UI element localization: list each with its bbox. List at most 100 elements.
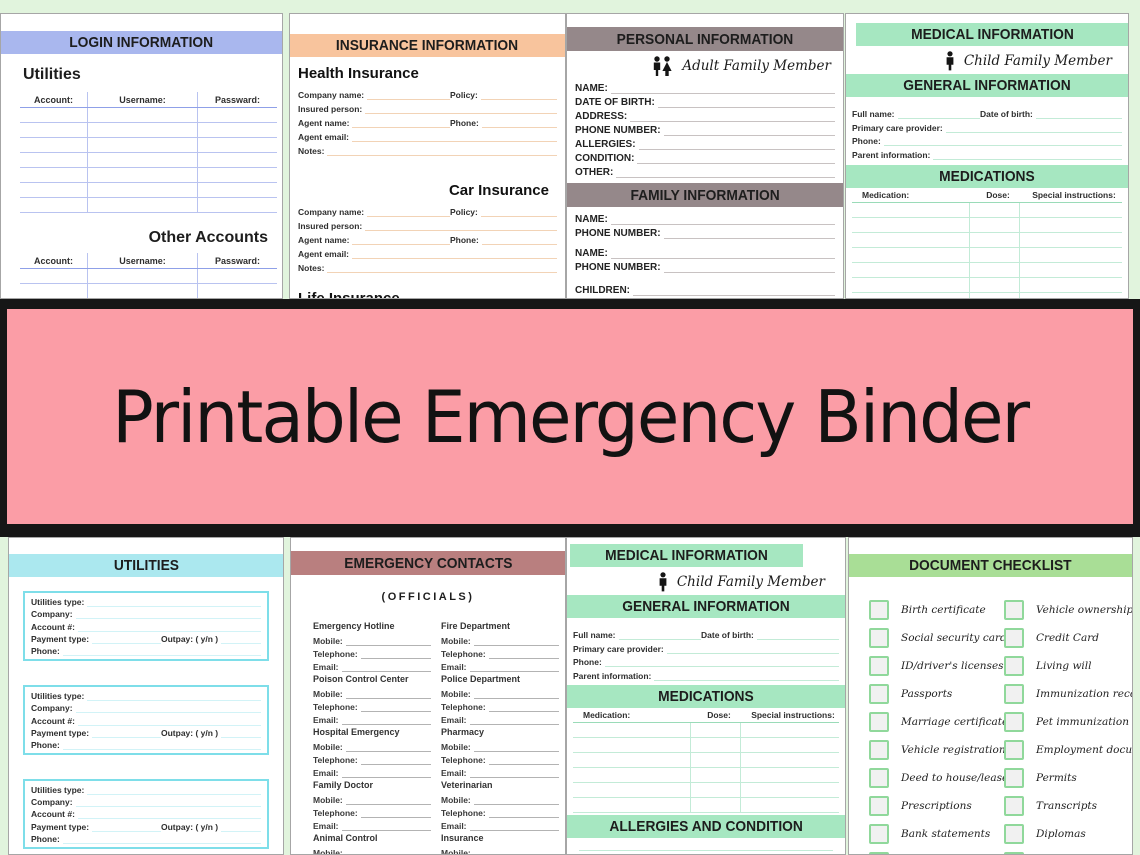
name-label: NAME: [575,83,608,94]
checklist-item-label: Employment documents [1036,744,1133,756]
table-row [20,183,277,198]
field-row: OTHER: [575,164,835,178]
table-header-row: Account: Username: Passward: [20,92,277,108]
special-instructions-column-header: Special instructions: [751,709,835,720]
field-row: Full name: Date of birth: [852,105,1122,119]
checklist-header-band: DOCUMENT CHECKLIST [849,554,1132,577]
checklist-item: Permits [1004,764,1132,792]
checkbox [869,684,889,704]
checkbox [869,712,889,732]
field-row: PHONE NUMBER: [575,122,835,136]
contacts-grid: Emergency Hotline Mobile: Telephone: Ema… [313,621,565,855]
checklist-item-label: Credit Card [1036,632,1099,644]
payment-type-label: Payment type: [31,821,90,832]
company-name-label: Company name: [298,90,365,100]
checklist-item-label: Marriage certificate [901,716,1009,728]
checkbox [869,740,889,760]
primary-care-provider-label: Primary care provider: [852,122,943,133]
contact-block: Pharmacy Mobile: Telephone: Email: [441,727,565,779]
dose-column-header: Dose: [707,709,731,720]
checklist-item [869,848,1004,854]
username-column-header: Username: [88,92,198,107]
checkbox [1004,684,1024,704]
checklist-item: Transcripts [1004,792,1132,820]
checklist-item: Social security cards [869,624,1012,652]
telephone-label: Telephone: [313,755,358,765]
field-row: Parent information: [852,146,1122,160]
field-row: Primary care provider: [573,640,839,654]
checklist-title: DOCUMENT CHECKLIST [909,557,1072,574]
field-row: Agent name: Phone: [298,114,557,128]
checklist-item-label: Birth certificate [901,604,986,616]
contact-name: Veterinarian [441,780,493,790]
phone-number-label: PHONE NUMBER: [575,262,661,273]
checkbox [1004,712,1024,732]
field-row: Phone: [31,832,261,844]
checklist-item-label: Deed to house/lease [901,772,1009,784]
general-information-title: GENERAL INFORMATION [622,598,790,615]
medical-information-page-top: MEDICAL INFORMATION Child Family Member … [845,13,1129,299]
field-row: Full name: Date of birth: [573,626,839,640]
contact-block: Hospital Emergency Mobile: Telephone: Em… [313,727,439,779]
company-name-label: Company name: [298,207,365,217]
field-row: Notes: [298,142,557,156]
other-accounts-section-heading: Other Accounts [148,229,268,246]
emergency-contacts-page: EMERGENCY CONTACTS (OFFICIALS) Emergency… [290,537,566,855]
mobile-label: Mobile: [441,848,471,855]
email-label: Email: [441,715,467,725]
login-other-accounts-table: Account: Username: Passward: [20,253,277,298]
username-column-header: Username: [88,253,198,268]
adult-couple-icon [654,56,672,76]
phone-label: Phone: [31,739,60,750]
account-number-label: Account #: [31,621,75,632]
checklist-item-label: Diplomas [1036,828,1086,840]
utilities-type-label: Utilities type: [31,785,85,796]
login-utilities-table: Account: Username: Passward: [20,92,277,213]
personal-title: PERSONAL INFORMATION [616,30,794,48]
account-column-header: Account: [20,92,88,107]
checklist-item: Deed to house/lease [869,764,1008,792]
child-icon [946,51,954,71]
field-row: Utilities type: [31,595,261,608]
contact-name: Hospital Emergency [313,727,400,737]
table-row [852,277,1122,293]
phone-label: Phone: [450,118,479,128]
checkbox [1004,768,1024,788]
full-name-label: Full name: [573,630,616,640]
checklist-item [1004,848,1132,854]
field-row: Phone: [31,738,261,750]
utilities-header-band: UTILITIES [9,554,283,577]
checkbox [1004,628,1024,648]
field-row: Payment type: Outpay: ( y/n ) [31,632,261,644]
contact-name: Poison Control Center [313,674,409,684]
payment-type-label: Payment type: [31,633,90,644]
field-row: Agent email: [298,245,557,259]
promo-banner-inner: Printable Emergency Binder [7,309,1133,524]
field-row: NAME: [575,80,835,94]
checkbox [869,796,889,816]
contact-block: Police Department Mobile: Telephone: Ema… [441,674,565,726]
login-information-page: LOGIN INFORMATION Utilities Account: Use… [0,13,283,299]
table-row [852,292,1122,298]
table-row [20,123,277,138]
contacts-title: EMERGENCY CONTACTS [343,554,513,572]
health-insurance-heading: Health Insurance [298,65,419,82]
checklist-item: Passports [869,680,1004,708]
field-row: Account #: [31,619,261,632]
family-information-title: FAMILY INFORMATION [630,186,780,204]
other-label: OTHER: [575,167,614,178]
account-column-header: Account: [20,253,88,268]
member-tag-row: Adult Family Member [567,55,831,77]
car-insurance-heading: Car Insurance [448,182,549,199]
medications-table: Medication: Dose: Special instructions: [852,188,1122,298]
company-label: Company: [31,609,73,620]
checkbox [869,628,889,648]
officials-subtitle: (OFFICIALS) [381,591,475,603]
email-label: Email: [441,662,467,672]
email-label: Email: [441,821,467,831]
utilities-section-heading: Utilities [23,66,81,83]
special-instructions-column-header: Special instructions: [1032,189,1116,200]
checklist-item-label: Transcripts [1036,800,1098,812]
member-tag-label: Child Family Member [963,53,1112,69]
allergies-condition-title: ALLERGIES AND CONDITION [609,817,803,835]
